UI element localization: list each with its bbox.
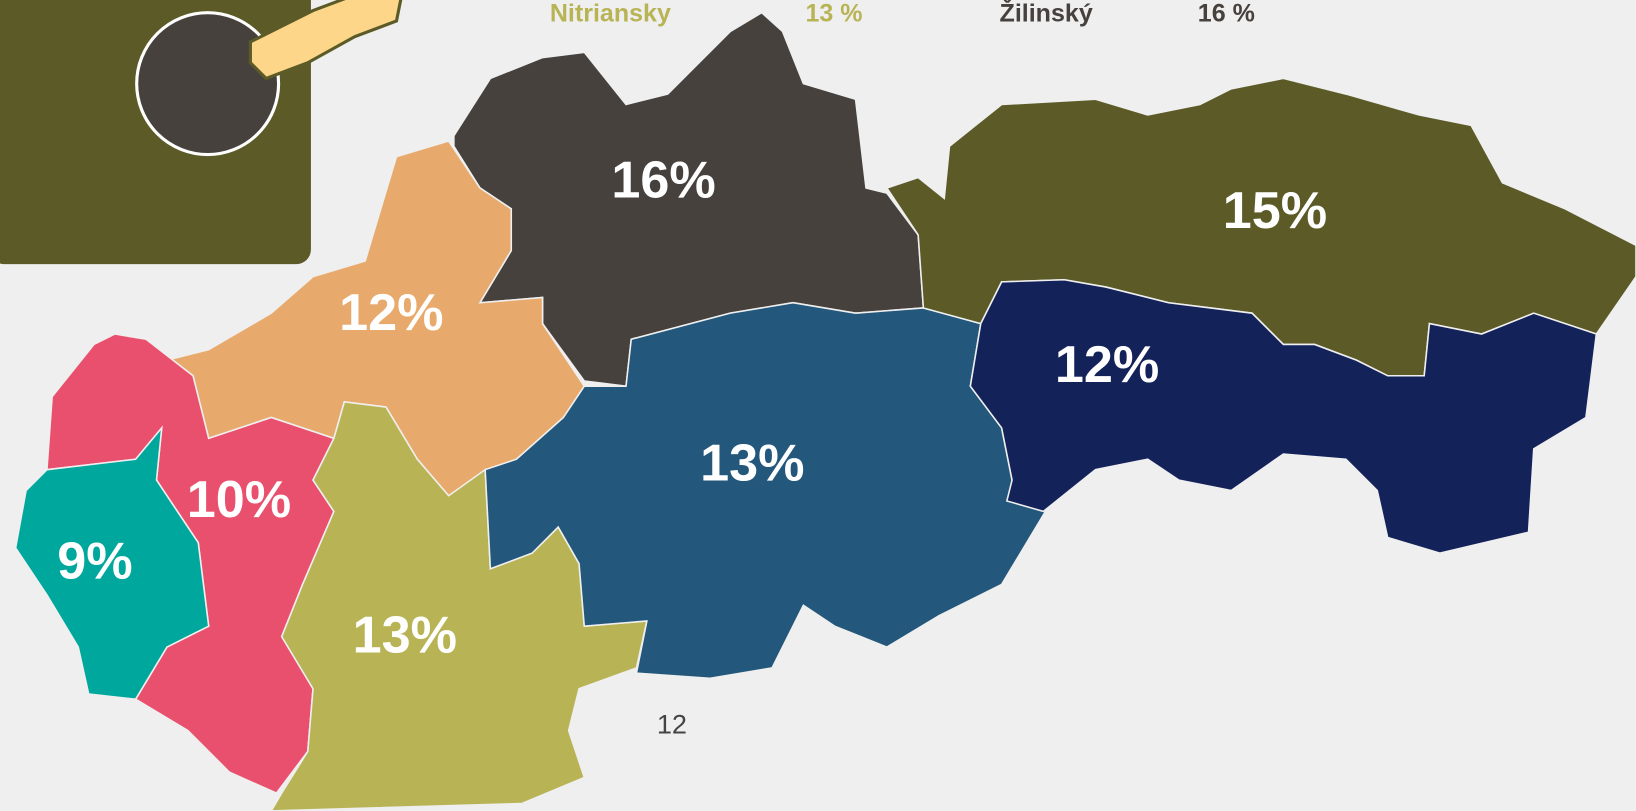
icon-circle [135,11,281,157]
region-label: 12% [339,284,443,342]
legend-value: 16 % [1198,0,1255,27]
page-number: 12 [657,708,687,739]
region-label: 12% [1055,336,1159,394]
region-label: 13% [353,606,457,664]
icon-shape [248,0,403,81]
region-bratislavsky [14,425,210,701]
legend-name: Žilinský [1000,0,1093,27]
legend-value: 13 % [805,0,862,27]
region-label: 15% [1223,182,1327,240]
region-label: 10% [187,471,291,529]
region-banskobystricky [484,301,1050,680]
region-label: 16% [611,152,715,210]
legend-name: Nitriansky [550,0,671,27]
region-label: 13% [700,434,804,492]
region-kosicky [969,278,1598,554]
region-label: 9% [57,532,132,590]
